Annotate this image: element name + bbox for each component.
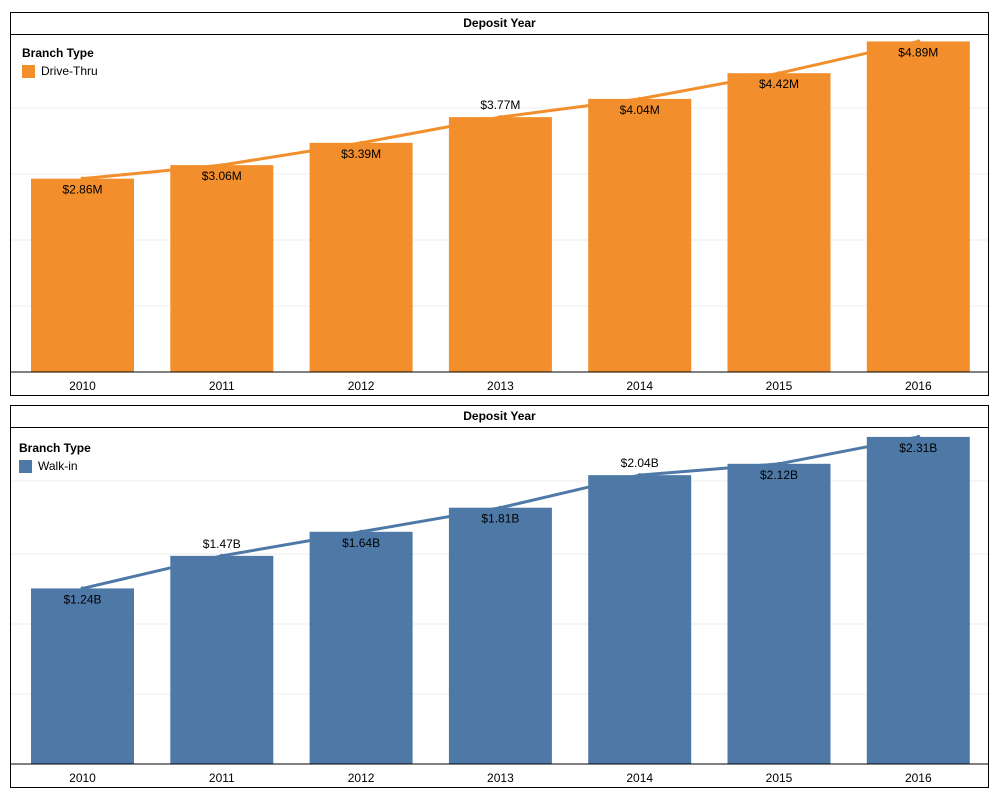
data-label-2012: $3.39M: [341, 147, 381, 161]
panel-title: Deposit Year: [11, 406, 988, 428]
legend-title: Branch Type: [19, 441, 91, 455]
bar-2016[interactable]: [866, 436, 970, 764]
legend-label: Walk-in: [38, 459, 78, 473]
bar-2010[interactable]: [31, 588, 134, 764]
legend-label: Drive-Thru: [41, 64, 98, 78]
bar-2010[interactable]: [31, 178, 134, 372]
legend-swatch: [19, 459, 32, 473]
trend-point-2015[interactable]: [777, 71, 781, 76]
bar-2013[interactable]: [448, 117, 552, 372]
trend-point-2010[interactable]: [80, 176, 85, 181]
legend-item-walk-in[interactable]: Walk-in: [19, 459, 91, 473]
x-tick-label-2015: 2015: [766, 379, 793, 393]
bar-2014[interactable]: [588, 98, 692, 372]
trend-point-2011[interactable]: [219, 553, 224, 558]
trend-point-2016[interactable]: [916, 434, 921, 439]
x-tick-label-2011: 2011: [209, 379, 235, 393]
bar-2011[interactable]: [170, 165, 274, 372]
legend-item-drive-thru[interactable]: Drive-Thru: [22, 64, 98, 78]
legend-swatch: [22, 64, 35, 78]
drive-thru-panel: Deposit Year $2.86M $3.06M $3.39M $3.77M $4.…: [10, 12, 989, 396]
data-label-2011: $3.06M: [202, 169, 242, 183]
trend-point-2014[interactable]: [637, 96, 642, 101]
x-tick-label-2015: 2015: [766, 771, 793, 785]
bar-2014[interactable]: [588, 475, 692, 764]
trend-point-2011[interactable]: [219, 163, 224, 168]
x-tick-label-2011: 2011: [209, 771, 235, 785]
data-label-2015: $2.12B: [760, 468, 798, 482]
data-label-2011: $1.47B: [203, 537, 241, 551]
data-label-2014: $4.04M: [620, 103, 660, 117]
legend-title: Branch Type: [22, 46, 94, 60]
data-label-2010: $1.24B: [63, 592, 101, 606]
x-tick-label-2013: 2013: [487, 379, 514, 393]
bar-2015[interactable]: [727, 463, 831, 764]
walk-in-panel: Deposit Year $1.24B $1.47B $1.64B $1.81B $2.…: [10, 405, 989, 788]
data-label-2013: $1.81B: [481, 512, 519, 526]
x-tick-label-2012: 2012: [348, 771, 375, 785]
trend-point-2012[interactable]: [359, 529, 364, 534]
data-label-2010: $2.86M: [62, 183, 102, 197]
bar-2011[interactable]: [170, 555, 274, 764]
trend-point-2013[interactable]: [498, 115, 503, 120]
x-tick-label-2013: 2013: [487, 771, 514, 785]
trend-point-2012[interactable]: [359, 140, 364, 145]
bar-2016[interactable]: [866, 41, 970, 372]
trend-point-2013[interactable]: [498, 505, 503, 510]
trend-point-2015[interactable]: [777, 461, 781, 466]
x-tick-label-2014: 2014: [626, 771, 653, 785]
data-label-2016: $2.31B: [899, 441, 937, 455]
data-label-2014: $2.04B: [621, 456, 659, 470]
bar-2012[interactable]: [309, 531, 413, 764]
x-tick-label-2010: 2010: [69, 771, 96, 785]
data-label-2013: $3.77M: [480, 98, 520, 112]
walk-in-chart: $1.24B $1.47B $1.64B $1.81B $2.04B $2.12B $2.3…: [11, 434, 988, 785]
data-label-2012: $1.64B: [342, 536, 380, 550]
bar-2015[interactable]: [727, 73, 831, 372]
bar-2013[interactable]: [448, 507, 552, 764]
panel-title: Deposit Year: [11, 13, 988, 35]
data-label-2015: $4.42M: [759, 77, 799, 91]
legend: Branch Type Drive-Thru: [22, 46, 98, 78]
x-tick-label-2016: 2016: [905, 771, 932, 785]
trend-point-2010[interactable]: [80, 586, 85, 591]
legend: Branch Type Walk-in: [19, 441, 91, 473]
x-tick-label-2016: 2016: [905, 379, 932, 393]
x-tick-label-2012: 2012: [348, 379, 375, 393]
trend-point-2016[interactable]: [916, 39, 921, 44]
bar-2012[interactable]: [309, 142, 413, 372]
trend-point-2014[interactable]: [637, 473, 642, 478]
drive-thru-chart: $2.86M $3.06M $3.39M $3.77M $4.04M $4.42M $4.8…: [11, 39, 988, 393]
x-tick-label-2010: 2010: [69, 379, 96, 393]
x-tick-label-2014: 2014: [626, 379, 653, 393]
data-label-2016: $4.89M: [898, 45, 938, 59]
